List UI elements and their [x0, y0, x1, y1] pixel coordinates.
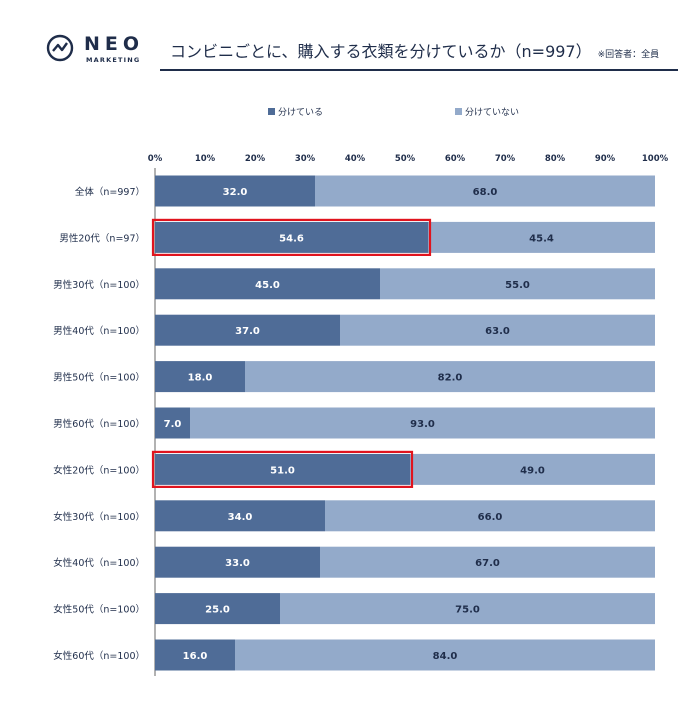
- data-label: 68.0: [473, 187, 498, 198]
- data-label: 25.0: [205, 605, 230, 616]
- legend-label-2: 分けていない: [465, 107, 519, 118]
- data-label: 7.0: [164, 419, 182, 430]
- data-label: 84.0: [433, 651, 458, 662]
- category-label: 全体（n=997）: [75, 186, 145, 198]
- bar-yes: [155, 639, 235, 671]
- bar-no: [340, 314, 655, 346]
- data-label: 67.0: [475, 558, 500, 569]
- x-tick-label: 30%: [295, 154, 316, 164]
- data-label: 37.0: [235, 326, 260, 337]
- x-tick-label: 50%: [395, 154, 416, 164]
- category-label: 女性60代（n=100）: [53, 650, 145, 662]
- data-label: 45.4: [529, 233, 554, 244]
- bar-yes: [155, 361, 245, 393]
- data-label: 49.0: [520, 465, 545, 476]
- category-label: 男性60代（n=100）: [53, 418, 145, 430]
- bar-yes: [155, 453, 410, 485]
- data-label: 63.0: [485, 326, 510, 337]
- category-label: 男性20代（n=97）: [59, 232, 145, 244]
- highlight-box: [151, 218, 432, 256]
- bar-no: [320, 546, 655, 578]
- category-label: 男性30代（n=100）: [53, 279, 145, 291]
- category-label: 女性50代（n=100）: [53, 604, 145, 616]
- x-tick-label: 90%: [595, 154, 616, 164]
- bar-no: [410, 453, 655, 485]
- data-label: 93.0: [410, 419, 435, 430]
- logo-mark-icon: [46, 34, 74, 62]
- chart-title-text: コンビニごとに、購入する衣類を分けているか（n=997）: [170, 42, 592, 61]
- bar-yes: [155, 500, 325, 532]
- bar-yes: [155, 593, 280, 625]
- x-tick-label: 20%: [245, 154, 266, 164]
- legend-label-1: 分けている: [278, 107, 323, 118]
- bar-no: [245, 361, 655, 393]
- category-label: 女性40代（n=100）: [53, 557, 145, 569]
- logo-name: NEO: [84, 33, 145, 55]
- bar-yes: [155, 546, 320, 578]
- x-tick-label: 60%: [445, 154, 466, 164]
- data-label: 18.0: [188, 373, 213, 384]
- data-label: 16.0: [183, 651, 208, 662]
- data-label: 33.0: [225, 558, 250, 569]
- x-tick-label: 100%: [642, 154, 669, 164]
- data-label: 51.0: [270, 465, 295, 476]
- bar-no: [380, 268, 655, 300]
- category-label: 女性30代（n=100）: [53, 511, 145, 523]
- data-label: 82.0: [438, 373, 463, 384]
- logo-subtext: MARKETING: [86, 56, 141, 64]
- x-tick-label: 40%: [345, 154, 366, 164]
- bar-yes: [155, 221, 428, 253]
- x-tick-label: 80%: [545, 154, 566, 164]
- x-tick-label: 0%: [148, 154, 163, 164]
- title-underline: [160, 69, 678, 71]
- bar-no: [280, 593, 655, 625]
- category-label: 男性50代（n=100）: [53, 372, 145, 384]
- bar-yes: [155, 175, 315, 207]
- bar-yes: [155, 407, 190, 439]
- bar-no: [428, 221, 655, 253]
- bar-yes: [155, 314, 340, 346]
- data-label: 55.0: [505, 280, 530, 291]
- data-label: 54.6: [279, 233, 304, 244]
- x-tick-label: 10%: [195, 154, 216, 164]
- category-label: 女性20代（n=100）: [53, 464, 145, 476]
- bar-no: [235, 639, 655, 671]
- bar-no: [190, 407, 655, 439]
- data-label: 66.0: [478, 512, 503, 523]
- legend-swatch-1: [268, 108, 275, 115]
- bar-no: [325, 500, 655, 532]
- data-label: 32.0: [223, 187, 248, 198]
- data-label: 45.0: [255, 280, 280, 291]
- data-label: 34.0: [228, 512, 253, 523]
- category-label: 男性40代（n=100）: [53, 325, 145, 337]
- bar-no: [315, 175, 655, 207]
- neo-marketing-logo: NEO MARKETING: [46, 32, 156, 72]
- data-label: 75.0: [455, 605, 480, 616]
- bar-yes: [155, 268, 380, 300]
- respondent-note: ※回答者：全員: [597, 50, 660, 60]
- chart-title: コンビニごとに、購入する衣類を分けているか（n=997） ※回答者：全員: [170, 38, 659, 62]
- legend-swatch-2: [455, 108, 462, 115]
- highlight-box: [151, 450, 414, 488]
- x-tick-label: 70%: [495, 154, 516, 164]
